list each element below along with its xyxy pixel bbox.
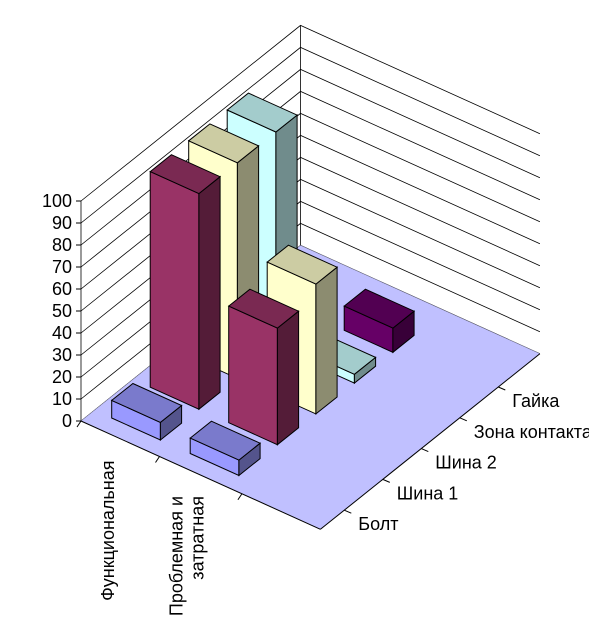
z-tick-mark: [421, 448, 429, 453]
x-category-label-line: Проблемная и: [167, 496, 187, 616]
bar-top-face: [266, 244, 339, 285]
x-category-label: Проблемная изатратная: [167, 496, 208, 616]
y-tick-label: 20: [52, 367, 72, 387]
z-tick-mark: [459, 417, 467, 422]
series-label: Шина 2: [435, 453, 497, 473]
y-tick-label: 0: [62, 411, 72, 431]
y-tick-label: 10: [52, 389, 72, 409]
z-tick-mark: [344, 509, 352, 514]
bar-5-2: [343, 288, 416, 354]
x-category-label-line: затратная: [187, 496, 207, 580]
series-label: Шина 1: [397, 483, 459, 503]
bar-side-face: [315, 266, 338, 415]
bar-1-2: [189, 420, 262, 477]
x-tick-mark: [155, 456, 160, 463]
bar-top-face: [187, 123, 260, 164]
x-tick-mark: [76, 420, 82, 428]
bar-front-face: [149, 170, 200, 410]
bar-top-face: [110, 382, 183, 423]
x-category-label: Функциональная: [98, 461, 118, 601]
y-tick-label: 60: [52, 279, 72, 299]
bar-side-face: [198, 175, 221, 411]
gridline: [80, 24, 541, 202]
y-tick-label: 80: [52, 235, 72, 255]
z-tick-mark: [382, 478, 390, 483]
bar-top-face: [227, 288, 300, 329]
x-tick-mark: [237, 493, 243, 501]
y-tick-label: 90: [52, 213, 72, 233]
y-tick-label: 70: [52, 257, 72, 277]
bar-side-face: [276, 310, 300, 446]
bar-2-1: [149, 154, 222, 411]
x-category-label-line: Функциональная: [98, 461, 118, 601]
y-tick-label: 40: [52, 323, 72, 343]
bar-1-1: [110, 382, 183, 442]
bar-top-face: [149, 154, 222, 195]
series-label: Болт: [358, 514, 398, 534]
x-axis-line: [80, 420, 321, 530]
series-label: Гайка: [512, 391, 560, 411]
bar-top-face: [343, 288, 416, 329]
y-tick-label: 30: [52, 345, 72, 365]
chart-bars: [110, 92, 416, 477]
bar-top-face: [226, 92, 299, 133]
bar-2-2: [227, 288, 300, 446]
y-tick-label: 100: [42, 191, 72, 211]
z-tick-mark: [498, 386, 506, 391]
bar-front-face: [228, 305, 278, 446]
bar-top-face: [189, 420, 262, 461]
z-axis-line: [320, 353, 541, 530]
series-label: Зона контакта: [474, 422, 589, 442]
y-tick-label: 50: [52, 301, 72, 321]
